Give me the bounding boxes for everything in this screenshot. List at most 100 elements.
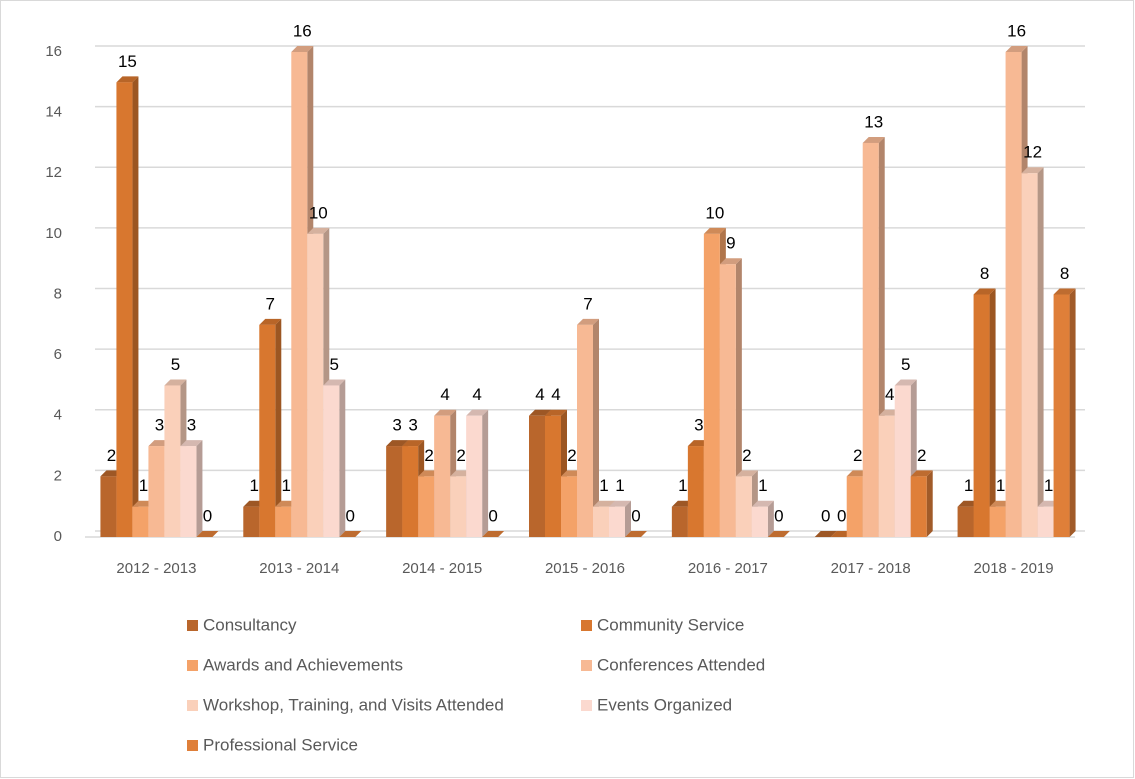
bar-side bbox=[339, 379, 346, 537]
value-label: 1 bbox=[758, 476, 767, 495]
bar-side bbox=[989, 288, 996, 537]
bar bbox=[1037, 506, 1054, 537]
value-label: 0 bbox=[837, 506, 846, 525]
bar bbox=[402, 446, 419, 537]
bar bbox=[609, 506, 625, 537]
value-label: 4 bbox=[885, 385, 894, 404]
bar bbox=[894, 385, 911, 537]
bar-top bbox=[719, 258, 742, 265]
bar-top bbox=[609, 500, 631, 507]
value-label: 1 bbox=[964, 476, 973, 495]
value-label: 1 bbox=[678, 476, 687, 495]
value-label: 7 bbox=[583, 294, 592, 313]
bar-top bbox=[814, 531, 837, 537]
bar-side bbox=[196, 440, 203, 537]
value-label: 3 bbox=[187, 416, 196, 435]
x-tick-label: 2017 - 2018 bbox=[831, 560, 911, 577]
bar bbox=[735, 476, 752, 537]
value-label: 1 bbox=[615, 476, 624, 495]
y-tick-label: 2 bbox=[54, 467, 62, 484]
bar-side bbox=[482, 409, 489, 537]
bar-top bbox=[1005, 46, 1028, 52]
y-tick-label: 16 bbox=[45, 43, 62, 60]
bar bbox=[671, 506, 688, 537]
bar-top bbox=[196, 531, 219, 537]
x-tick-label: 2013 - 2014 bbox=[259, 560, 339, 577]
bar bbox=[1021, 173, 1038, 537]
bar bbox=[275, 506, 292, 537]
value-label: 1 bbox=[599, 476, 608, 495]
legend-label: Conferences Attended bbox=[597, 655, 765, 674]
value-label: 12 bbox=[1023, 143, 1042, 162]
value-label: 2 bbox=[742, 446, 751, 465]
value-label: 2 bbox=[917, 446, 926, 465]
value-label: 0 bbox=[488, 506, 497, 525]
legend-swatch bbox=[581, 700, 592, 711]
value-label: 5 bbox=[330, 355, 339, 374]
legend-label: Workshop, Training, and Visits Attended bbox=[203, 695, 504, 714]
y-tick-label: 8 bbox=[54, 285, 62, 302]
y-tick-label: 10 bbox=[45, 225, 62, 242]
legend-label: Awards and Achievements bbox=[203, 655, 403, 674]
value-label: 1 bbox=[1044, 476, 1053, 495]
bar bbox=[164, 385, 181, 537]
value-label: 5 bbox=[171, 355, 180, 374]
value-label: 16 bbox=[293, 21, 312, 40]
bar bbox=[703, 233, 720, 537]
bar-side bbox=[1037, 167, 1044, 537]
bar-side bbox=[1069, 288, 1076, 537]
bar bbox=[307, 233, 324, 537]
bar bbox=[323, 385, 340, 537]
bar bbox=[418, 476, 435, 537]
value-label: 10 bbox=[309, 203, 328, 222]
legend-label: Events Organized bbox=[597, 695, 732, 714]
bar bbox=[989, 506, 1006, 537]
bar-top bbox=[703, 227, 726, 234]
bar bbox=[1053, 294, 1070, 537]
value-label: 2 bbox=[567, 446, 576, 465]
bar-top bbox=[767, 531, 790, 537]
y-tick-label: 14 bbox=[45, 104, 62, 121]
value-label: 0 bbox=[821, 506, 830, 525]
value-label: 8 bbox=[980, 264, 989, 283]
value-label: 1 bbox=[139, 476, 148, 495]
bar bbox=[719, 264, 736, 537]
bar-top bbox=[973, 288, 996, 295]
bar-side bbox=[926, 470, 933, 537]
value-label: 13 bbox=[864, 112, 883, 131]
bar-top bbox=[894, 379, 917, 386]
value-label: 5 bbox=[901, 355, 910, 374]
bar bbox=[116, 82, 133, 537]
value-label: 8 bbox=[1060, 264, 1069, 283]
bar-top bbox=[323, 379, 346, 386]
bar bbox=[1005, 52, 1022, 537]
legend-label: Consultancy bbox=[203, 615, 297, 634]
x-tick-label: 2012 - 2013 bbox=[116, 560, 196, 577]
value-label: 1 bbox=[282, 476, 291, 495]
bar-top bbox=[259, 318, 282, 325]
bar bbox=[846, 476, 863, 537]
value-label: 1 bbox=[996, 476, 1005, 495]
bar bbox=[957, 506, 974, 537]
bar bbox=[450, 476, 467, 537]
x-tick-label: 2015 - 2016 bbox=[545, 560, 625, 577]
bar bbox=[259, 324, 276, 537]
bar-top bbox=[164, 379, 187, 386]
bar-top bbox=[402, 440, 425, 447]
value-label: 3 bbox=[694, 416, 703, 435]
bar-top bbox=[577, 318, 599, 325]
bar-top bbox=[625, 531, 647, 537]
legend-swatch bbox=[187, 660, 198, 671]
value-label: 2 bbox=[456, 446, 465, 465]
bar-top bbox=[529, 409, 551, 416]
bar-top bbox=[307, 227, 330, 234]
bar-top bbox=[434, 409, 457, 416]
legend-swatch bbox=[187, 740, 198, 751]
bar bbox=[687, 446, 704, 537]
bar-top bbox=[466, 409, 489, 416]
value-label: 4 bbox=[440, 385, 449, 404]
value-label: 4 bbox=[551, 385, 560, 404]
value-label: 7 bbox=[266, 294, 275, 313]
